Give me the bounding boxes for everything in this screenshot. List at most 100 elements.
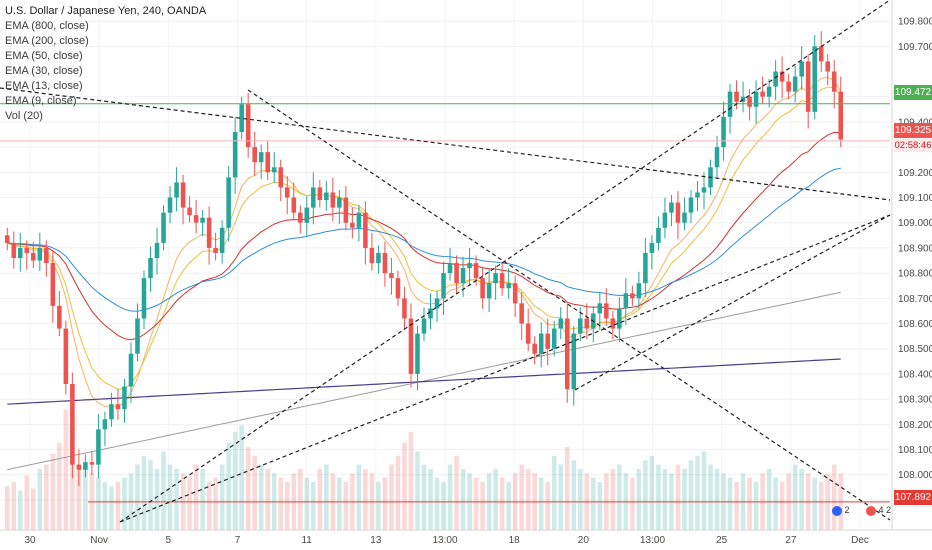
volume-bar [610, 468, 616, 530]
candle-body [337, 197, 342, 208]
candle-body [369, 247, 375, 264]
indicator-ema-50[interactable]: EMA (50, close) [5, 50, 83, 62]
candle-body [141, 278, 147, 319]
time-axis-label: 25 [716, 535, 728, 546]
candle-body [109, 404, 114, 420]
candle-body [350, 222, 355, 228]
hline-price-tag-green: 109.472 [894, 85, 932, 100]
volume-bar [389, 464, 394, 530]
volume-bar [682, 468, 687, 530]
candle-body [389, 273, 394, 279]
volume-bar [688, 460, 694, 530]
volume-bar [44, 464, 49, 530]
volume-bar [460, 468, 466, 530]
candle-body [727, 91, 733, 117]
candle-body [376, 252, 381, 264]
volume-bar [792, 464, 798, 530]
volume-bar [447, 464, 453, 530]
volume-bar [50, 453, 56, 530]
volume-bar [747, 477, 752, 530]
volume-bar [656, 464, 661, 530]
candle-body [115, 404, 121, 410]
candle-body [356, 212, 362, 228]
candle-body [714, 147, 720, 168]
volume-bar [174, 468, 179, 530]
candle-body [773, 71, 778, 87]
volume-bar [31, 488, 36, 530]
candle-body [682, 212, 687, 223]
trend-lines[interactable] [0, 0, 891, 523]
candle-body [786, 81, 791, 92]
candle-body [402, 298, 407, 319]
horizontal-lines[interactable] [0, 103, 890, 503]
candle-body [252, 147, 257, 163]
candle-body [753, 91, 759, 107]
volume-bar [311, 482, 316, 530]
price-axis-label: 108.700 [898, 294, 932, 305]
candle-body [298, 212, 303, 223]
price-axis-label: 108.900 [898, 243, 932, 254]
candle-body [57, 305, 62, 329]
volume-bar [525, 468, 531, 530]
candle-body [480, 278, 485, 299]
volume-bar [57, 442, 62, 530]
price-axis-label: 108.800 [898, 269, 932, 280]
price-axis-label: 109.800 [898, 17, 932, 28]
candle-body [382, 252, 388, 274]
volume-bar [382, 477, 388, 530]
indicator-ema-200[interactable]: EMA (200, close) [5, 35, 89, 47]
volume-bar [402, 442, 407, 530]
volume-bar [428, 468, 433, 530]
candle-body [818, 46, 824, 62]
volume-bar [662, 468, 668, 530]
ema-800-line [7, 358, 841, 405]
candle-body [324, 192, 329, 201]
candle-body [734, 91, 739, 102]
volume-bar [37, 468, 43, 530]
candle-body [363, 212, 368, 248]
candle-body [200, 217, 205, 223]
volume-bar [343, 482, 349, 530]
candle-body [245, 104, 251, 148]
candle-body [154, 242, 160, 258]
indicator-ema-13[interactable]: EMA (13, close) [5, 80, 83, 92]
candle-body [408, 318, 414, 374]
volume-bar [799, 468, 804, 530]
volume-bar [4, 486, 10, 530]
candle-body [538, 333, 544, 354]
trend-line[interactable] [0, 87, 891, 201]
time-axis[interactable]: 30 Nov 5 7 11 13 13:00 18 20 13:00 25 27 Dec [24, 535, 868, 546]
events-count-a: 2 [844, 505, 850, 515]
volume-bar [76, 464, 82, 530]
events-badge-a[interactable]: 2 [832, 505, 850, 516]
volume-bar [812, 477, 817, 530]
indicator-volume[interactable]: Vol (20) [5, 110, 43, 122]
candle-body [805, 61, 811, 112]
time-axis-label: 13 [370, 535, 382, 546]
candle-body [284, 187, 290, 198]
trend-line[interactable] [247, 89, 891, 521]
candle-body [695, 192, 700, 198]
candle-body [571, 333, 577, 390]
events-badge-b[interactable]: 4 2 [866, 505, 891, 516]
candle-body [525, 323, 531, 344]
volume-bar [753, 482, 759, 530]
trend-line[interactable] [119, 0, 891, 523]
indicator-ema-30[interactable]: EMA (30, close) [5, 65, 83, 77]
indicator-ema-9[interactable]: EMA (9, close) [5, 95, 77, 107]
candle-body [83, 462, 88, 470]
ema-13-line [7, 86, 842, 390]
candle-body [4, 235, 10, 243]
volume-bar [708, 464, 713, 530]
candle-body [232, 132, 238, 178]
candle-body [545, 333, 550, 349]
candle-body [499, 273, 505, 289]
price-axis-label: 108.400 [898, 369, 932, 380]
volume-bar [630, 477, 635, 530]
trend-line[interactable] [119, 214, 891, 523]
volume-bar [109, 486, 114, 530]
candle-body [636, 283, 642, 299]
candle-body [441, 273, 446, 299]
indicator-ema-800[interactable]: EMA (800, close) [5, 20, 89, 32]
